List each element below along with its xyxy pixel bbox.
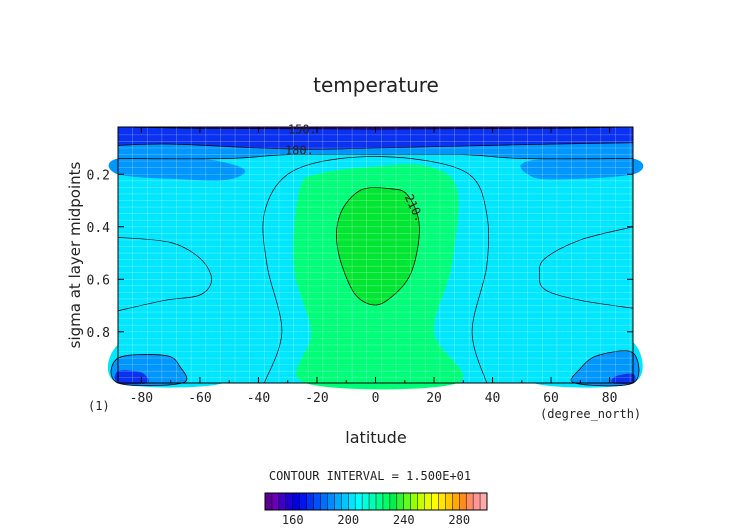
x-axis-label: latitude bbox=[345, 428, 406, 447]
colorbar-swatch bbox=[369, 493, 377, 510]
x-tick-label: -60 bbox=[188, 391, 211, 406]
y-tick-label: 0.8 bbox=[87, 326, 110, 341]
colorbar-swatch bbox=[480, 493, 488, 510]
y-axis: 0.2 0.4 0.6 0.8 bbox=[87, 168, 633, 341]
plot-grid bbox=[117, 127, 633, 383]
region-nh-mid-195 bbox=[520, 157, 644, 180]
contour-line-outer-210-r bbox=[539, 226, 634, 309]
x-tick-label: 60 bbox=[543, 391, 559, 406]
colorbar-swatch bbox=[362, 493, 370, 510]
region-sh-mid-195 bbox=[108, 156, 246, 181]
x-units-label: (degree_north) bbox=[540, 407, 641, 421]
x-tick-label: -40 bbox=[247, 391, 270, 406]
colorbar-swatch bbox=[320, 493, 328, 510]
plot-area: 150.180.210. bbox=[107, 123, 644, 390]
y-axis-label: sigma at layer midpoints bbox=[66, 161, 84, 348]
region-sh-surface-180 bbox=[114, 370, 149, 385]
colorbar-swatch bbox=[403, 493, 411, 510]
colorbar-swatch bbox=[376, 493, 384, 510]
colorbar-swatch bbox=[271, 493, 280, 510]
y-tick-label: 0.4 bbox=[87, 221, 111, 236]
colorbar-swatch bbox=[445, 493, 453, 510]
colorbar-swatch bbox=[389, 493, 398, 510]
colorbar-swatch bbox=[341, 493, 349, 510]
colorbar-tick-label: 280 bbox=[448, 513, 470, 527]
colorbar-swatch bbox=[355, 493, 363, 510]
x-tick-label: -20 bbox=[305, 391, 328, 406]
contour-fills bbox=[107, 127, 644, 390]
x-axis: -80 -60 -40 -20 0 20 40 60 80 bbox=[130, 127, 618, 406]
colorbar-swatch bbox=[417, 493, 425, 510]
y-tick-label: 0.6 bbox=[87, 273, 110, 288]
colorbar-tick-label: 240 bbox=[393, 513, 415, 527]
colorbar-swatch bbox=[299, 493, 307, 510]
colorbar-swatch bbox=[327, 493, 335, 510]
chart-title: temperature bbox=[313, 73, 439, 97]
contour-line-195 bbox=[117, 153, 634, 160]
colorbar-swatch bbox=[382, 493, 391, 510]
colorbar-swatch bbox=[292, 493, 300, 510]
contour-line-180 bbox=[117, 142, 634, 150]
colorbar-swatch bbox=[285, 493, 294, 510]
colorbar-swatch bbox=[431, 493, 439, 510]
colorbar-frame bbox=[264, 492, 488, 511]
colorbar-swatch bbox=[466, 493, 474, 510]
contour-line-nh-surface-195 bbox=[570, 350, 640, 387]
contour-interval: CONTOUR INTERVAL = 1.500E+01 bbox=[269, 469, 471, 483]
contour-label: 150. bbox=[288, 123, 317, 137]
x-tick-label: 0 bbox=[372, 391, 380, 406]
colorbar-tick-label: 200 bbox=[337, 513, 359, 527]
colorbar-swatch bbox=[438, 493, 446, 510]
colorbar-ticks: 160 200 240 280 bbox=[282, 513, 470, 527]
x-tick-label: -80 bbox=[130, 391, 153, 406]
colorbar-swatch bbox=[452, 493, 460, 510]
colorbar-swatch bbox=[265, 493, 273, 510]
panel-marker: (1) bbox=[88, 399, 110, 413]
colorbar-swatch bbox=[306, 493, 314, 510]
colorbar-swatch bbox=[473, 493, 481, 510]
contour-label: 180. bbox=[285, 144, 314, 158]
contour-line-core-240 bbox=[336, 187, 420, 306]
contour-line-core-outline bbox=[262, 156, 490, 384]
colorbar-swatch bbox=[424, 493, 432, 510]
colorbar-swatch bbox=[459, 493, 467, 510]
colorbar-tick-label: 160 bbox=[282, 513, 304, 527]
region-core-240 bbox=[336, 187, 420, 306]
colorbar-swatch bbox=[313, 493, 321, 510]
colorbar-swatch bbox=[410, 493, 418, 510]
y-tick-label: 0.2 bbox=[87, 168, 110, 183]
colorbar-swatch bbox=[278, 493, 287, 510]
x-tick-label: 40 bbox=[485, 391, 501, 406]
colorbar-swatch bbox=[334, 493, 342, 510]
x-tick-label: 20 bbox=[426, 391, 442, 406]
contour-line-outer-210 bbox=[117, 236, 212, 312]
x-tick-label: 80 bbox=[602, 391, 618, 406]
colorbar-swatch bbox=[396, 493, 405, 510]
colorbar-swatch bbox=[348, 493, 356, 510]
colorbar bbox=[264, 492, 488, 511]
band-180 bbox=[118, 127, 633, 150]
region-nh-surface-180 bbox=[611, 373, 636, 384]
contour-line-sh-surface-195 bbox=[110, 354, 188, 387]
